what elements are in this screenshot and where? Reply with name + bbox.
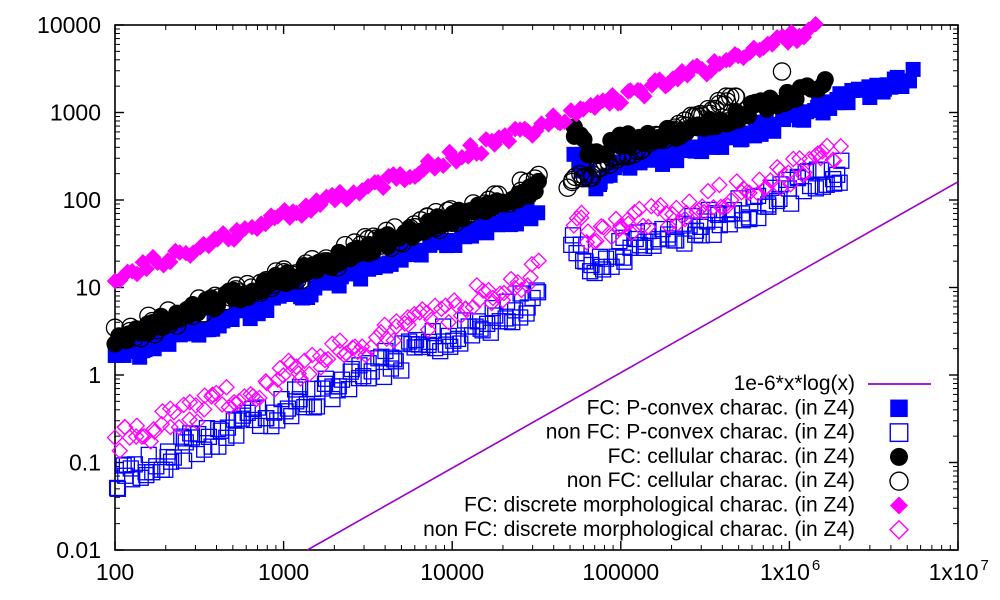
svg-text:FC: discrete morphological cha: FC: discrete morphological charac. (in Z… [464,494,855,517]
svg-text:FC: cellular charac. (in Z4): FC: cellular charac. (in Z4) [608,445,855,468]
svg-text:FC: P-convex charac. (in Z4): FC: P-convex charac. (in Z4) [587,396,855,419]
svg-text:non FC: P-convex charac. (in Z: non FC: P-convex charac. (in Z4) [546,421,855,444]
svg-text:0.1: 0.1 [69,450,101,476]
svg-text:0.01: 0.01 [56,537,101,563]
svg-text:100: 100 [96,559,134,585]
svg-text:10000: 10000 [37,12,101,38]
svg-text:1: 1 [88,362,101,388]
svg-text:1x10: 1x10 [760,559,810,585]
svg-text:non FC: cellular charac. (in Z: non FC: cellular charac. (in Z4) [567,469,855,492]
svg-text:1e-6*x*log(x): 1e-6*x*log(x) [734,372,855,395]
svg-text:1000: 1000 [258,559,309,585]
svg-text:6: 6 [812,557,820,574]
svg-text:10: 10 [75,275,101,301]
svg-text:non FC: discrete morphological: non FC: discrete morphological charac. (… [423,518,855,541]
svg-text:7: 7 [981,557,989,574]
svg-text:10000: 10000 [420,559,484,585]
svg-text:100000: 100000 [582,559,659,585]
svg-text:1000: 1000 [50,100,101,126]
svg-text:100: 100 [63,187,101,213]
svg-text:1x10: 1x10 [929,559,979,585]
